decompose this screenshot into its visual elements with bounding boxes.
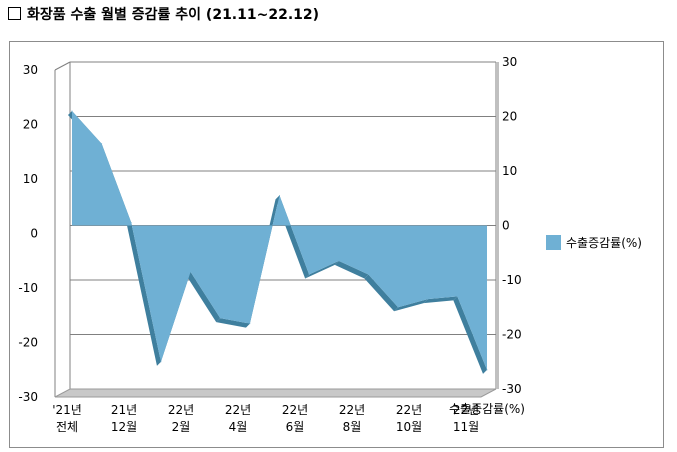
x-tick-label-year: 22년 [225, 403, 251, 417]
data-point [308, 274, 310, 276]
x-tick-label-month: 전체 [56, 420, 78, 434]
area-segment-edge [127, 222, 161, 366]
x-tick-label-year: 22년 [396, 403, 422, 417]
x-tick-label-month: 12월 [111, 420, 137, 434]
area-segment-edge [216, 318, 250, 328]
data-point [160, 361, 162, 363]
data-point [279, 195, 280, 197]
x-tick-label-year: '21년 [52, 403, 82, 417]
legend: 수출증감률(%) [546, 234, 642, 251]
legend-swatch [546, 235, 561, 250]
data-point [219, 317, 221, 319]
x-tick-label-year: 21년 [111, 403, 137, 417]
data-point [249, 323, 251, 325]
area-segment-edge [394, 299, 428, 312]
y-tick-label-left: 30 [23, 63, 38, 77]
data-point [130, 222, 132, 224]
data-point [397, 306, 399, 308]
y-tick-label-right: 0 [502, 219, 510, 233]
x-tick-label-month: 4월 [229, 420, 248, 434]
x-tick-label-year: 22년 [282, 403, 308, 417]
side-wall-top-edge [54, 61, 71, 71]
x-tick-label-month: 6월 [286, 420, 305, 434]
data-point [71, 110, 73, 112]
data-point [190, 271, 192, 273]
x-tick-label-month: 11월 [453, 420, 479, 434]
data-point [456, 295, 458, 297]
y-tick-label-left: 10 [23, 172, 38, 186]
legend-label: 수출증감률(%) [566, 236, 642, 250]
x-tick-label-month: 8월 [343, 420, 362, 434]
y-tick-label-left: -20 [18, 336, 38, 350]
y-tick-label-right: 20 [502, 110, 517, 124]
area-segment-edge [423, 296, 458, 304]
area-segment-edge [305, 260, 339, 279]
y-tick-label-right: -20 [502, 328, 522, 342]
y-tick-label-left: -10 [18, 281, 38, 295]
y-tick-label-right: 10 [502, 164, 517, 178]
chart-title: 화장품 수출 월별 증감률 추이 (21.11~22.12) [8, 4, 319, 24]
data-point [338, 260, 340, 262]
y-tick-label-left: -30 [18, 390, 38, 404]
x-axis-end-label: 수출증감률(%) [449, 402, 525, 416]
area-segment-edge [334, 260, 369, 279]
chart-title-text: 화장품 수출 월별 증감률 추이 (21.11~22.12) [27, 7, 320, 23]
y-tick-label-right: 30 [502, 55, 517, 69]
data-point [427, 298, 429, 300]
chart-frame [9, 41, 664, 448]
chart-floor [54, 388, 497, 398]
area-segment-edge [364, 274, 399, 312]
x-tick-label-year: 22년 [339, 403, 365, 417]
y-tick-label-left: 0 [30, 227, 38, 241]
data-point [101, 143, 103, 145]
checkbox-square-icon [8, 7, 21, 20]
area-segment-edge [186, 271, 221, 323]
x-tick-label-year: 22년 [453, 403, 479, 417]
x-tick-label-month: 10월 [396, 420, 422, 434]
data-point [367, 274, 369, 276]
y-tick-label-right: -10 [502, 273, 522, 287]
y-tick-label-left: 20 [23, 118, 38, 132]
area-series [72, 111, 487, 370]
data-point [486, 369, 488, 371]
y-tick-label-right: -30 [502, 382, 522, 396]
x-tick-label-year: 22년 [168, 403, 194, 417]
area-segment-edge [453, 296, 487, 374]
x-tick-label-month: 2월 [172, 420, 191, 434]
